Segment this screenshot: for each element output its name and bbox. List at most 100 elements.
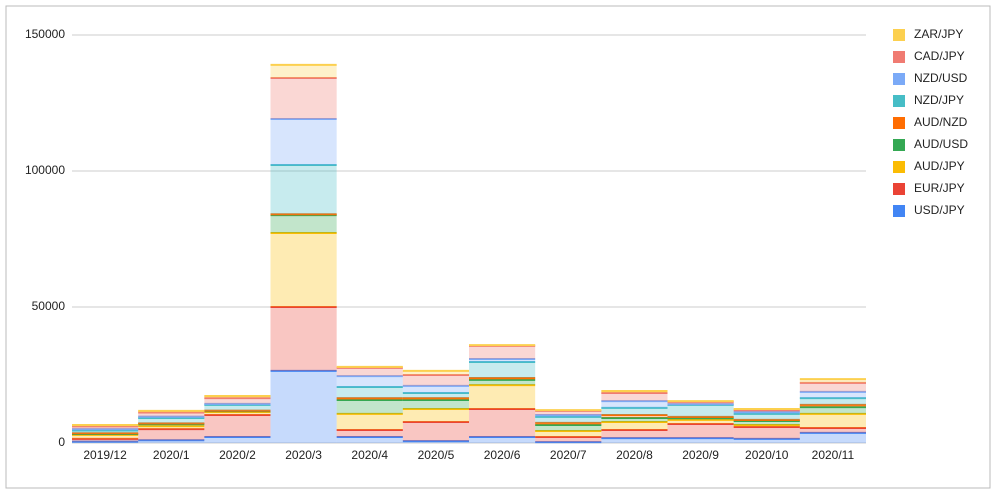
area-segment [402, 422, 469, 442]
area-segment [601, 422, 668, 430]
area-segment [204, 437, 271, 443]
legend-label: ZAR/JPY [914, 27, 963, 41]
area-segment [667, 423, 734, 439]
area-segment [336, 437, 403, 443]
area-segment [402, 370, 469, 375]
y-tick-label: 0 [58, 435, 65, 449]
area-segment [601, 401, 668, 408]
area-segment [601, 414, 668, 418]
area-segment [535, 422, 602, 426]
x-tick-label: 2019/12 [83, 448, 127, 462]
area-segment [733, 420, 800, 426]
area-segment [469, 409, 536, 438]
area-segment [336, 400, 403, 414]
chart-border [5, 5, 991, 489]
area-segment [204, 398, 271, 404]
area-segment [138, 412, 205, 417]
area-segment [270, 370, 337, 443]
x-tick-label: 2020/7 [550, 448, 587, 462]
area-segment [601, 417, 668, 423]
area-segment [535, 437, 602, 443]
area-segment [469, 361, 536, 378]
area-segment [72, 426, 139, 430]
area-segment [204, 395, 271, 399]
legend-swatch [893, 117, 905, 129]
area-segment [601, 407, 668, 415]
legend-label: NZD/JPY [914, 93, 964, 107]
legend-label: USD/JPY [914, 203, 965, 217]
area-segment [799, 428, 866, 433]
area-segment [469, 358, 536, 362]
x-tick-label: 2020/3 [285, 448, 322, 462]
x-tick-label: 2020/2 [219, 448, 256, 462]
area-segment [336, 429, 403, 438]
legend-label: NZD/USD [914, 71, 968, 85]
x-tick-label: 2020/9 [682, 448, 719, 462]
area-segment [402, 392, 469, 399]
area-segment [601, 392, 668, 402]
area-segment [72, 434, 139, 439]
area-segment [72, 438, 139, 442]
area-segment [270, 307, 337, 371]
area-segment [799, 391, 866, 399]
area-segment [799, 398, 866, 405]
x-tick-label: 2020/11 [812, 448, 855, 462]
area-segment [270, 119, 337, 166]
area-segment [402, 400, 469, 409]
area-segment [469, 437, 536, 443]
area-segment [336, 386, 403, 399]
area-segment [402, 385, 469, 393]
legend-label: AUD/NZD [914, 115, 968, 129]
area-segment [601, 429, 668, 439]
legend-swatch [893, 95, 905, 107]
area-segment [733, 438, 800, 443]
area-segment [270, 233, 337, 307]
x-tick-label: 2020/6 [484, 448, 521, 462]
legend-swatch [893, 139, 905, 151]
legend-swatch [893, 51, 905, 63]
area-segment [270, 77, 337, 120]
area-segment [799, 379, 866, 383]
area-segment [601, 438, 668, 443]
area-segment [469, 345, 536, 359]
area-segment [138, 423, 205, 427]
area-segment [138, 417, 205, 424]
area-segment [204, 404, 271, 411]
area-segment [402, 409, 469, 423]
legend-label: AUD/USD [914, 137, 968, 151]
area-segment [138, 426, 205, 430]
legend-swatch [893, 29, 905, 41]
legend-swatch [893, 73, 905, 85]
legend-swatch [893, 183, 905, 195]
area-segment [138, 440, 205, 443]
area-segment [204, 414, 271, 438]
x-tick-label: 2020/1 [153, 448, 190, 462]
y-tick-label: 100000 [25, 163, 65, 177]
area-segment [799, 413, 866, 429]
area-segment [799, 407, 866, 414]
x-tick-label: 2020/10 [745, 448, 789, 462]
area-segment [667, 419, 734, 424]
area-segment [336, 367, 403, 377]
x-tick-label: 2020/8 [616, 448, 653, 462]
area-segment [336, 376, 403, 387]
x-tick-label: 2020/5 [418, 448, 455, 462]
area-segment [535, 410, 602, 415]
area-segment [733, 426, 800, 439]
area-segment [667, 401, 734, 405]
area-segment [535, 425, 602, 432]
legend-label: EUR/JPY [914, 181, 965, 195]
legend-label: CAD/JPY [914, 49, 965, 63]
area-segment [336, 413, 403, 430]
area-segment [535, 431, 602, 438]
area-segment [799, 404, 866, 408]
legend-label: AUD/JPY [914, 159, 965, 173]
area-segment [402, 375, 469, 386]
area-segment [667, 438, 734, 443]
area-segment [469, 385, 536, 409]
area-segment [204, 411, 271, 415]
area-segment [270, 165, 337, 215]
legend-swatch [893, 205, 905, 217]
y-tick-label: 50000 [32, 299, 66, 313]
